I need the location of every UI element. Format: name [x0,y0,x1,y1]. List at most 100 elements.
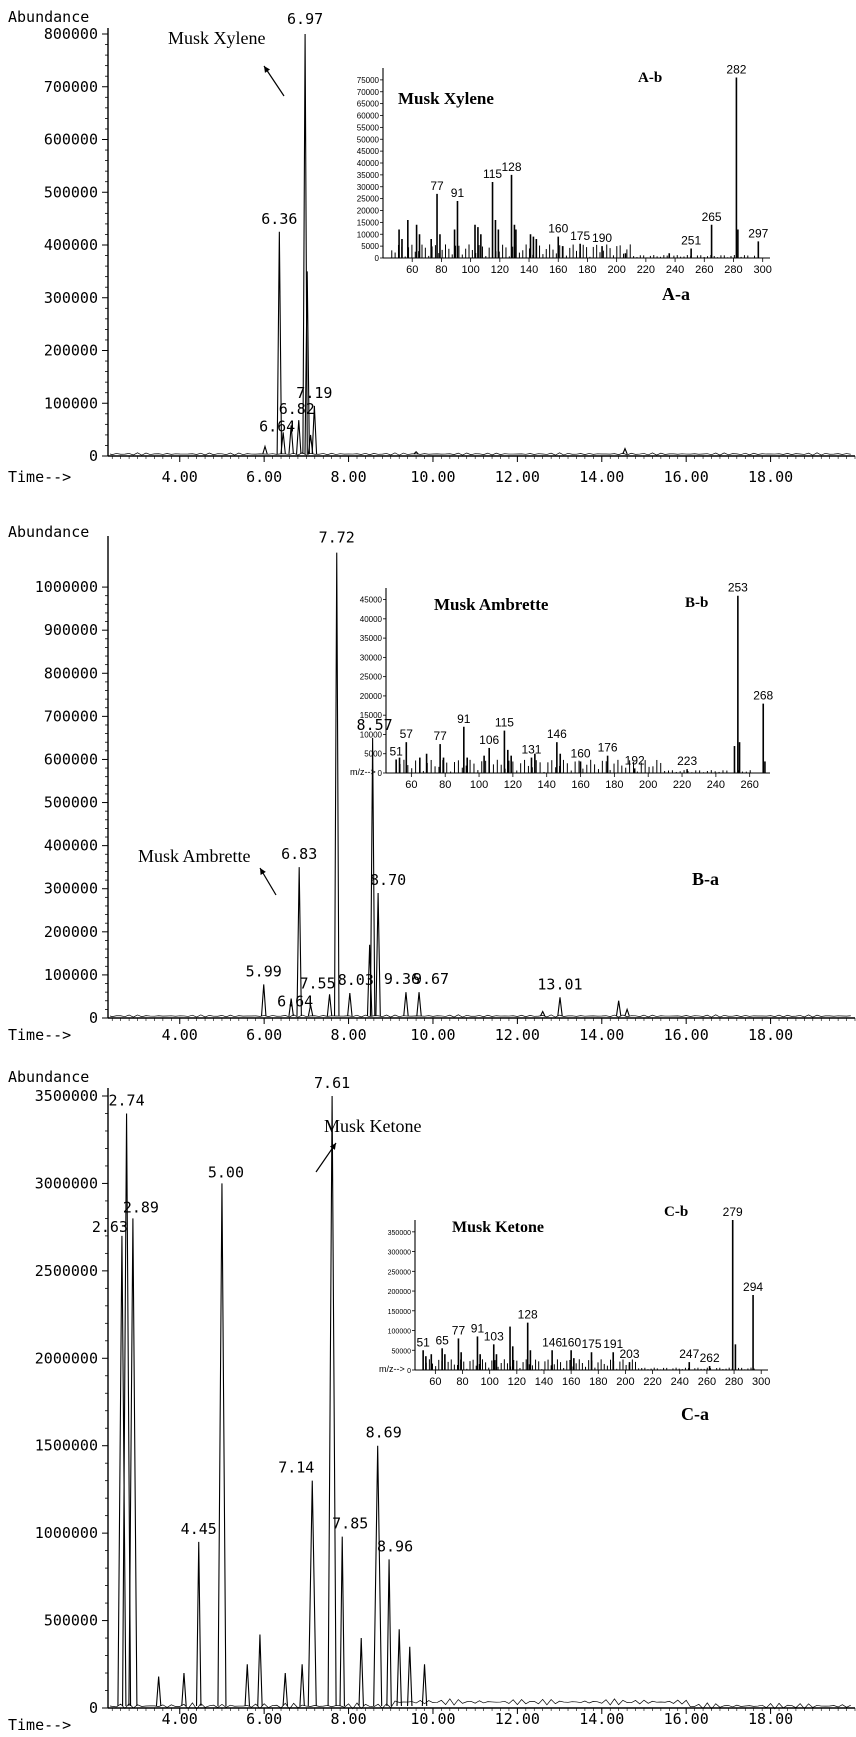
inset-y-tick-label: 60000 [357,112,380,121]
peak [288,425,294,455]
inset-y-tick-label: 35000 [360,634,383,643]
inset-y-tick-label: 45000 [360,596,383,605]
inset-x-tick-label: 140 [520,264,538,276]
inset-y-tick-label: 0 [375,254,380,263]
peak-label: 13.01 [537,975,582,993]
spectrum-bar-label: 268 [753,689,773,703]
panel-c-a: AbundanceTime-->050000010000001500000200… [8,1068,856,1734]
spectrum-bar-label: 128 [518,1308,538,1322]
peak-label: 7.61 [314,1074,350,1092]
peak-label: 6.36 [261,210,297,228]
annotation-arrowhead [329,1143,336,1150]
x-tick-label: 10.00 [410,468,455,486]
y-tick-label: 200000 [44,923,98,941]
y-tick-label: 500000 [44,1612,98,1630]
y-tick-label: 100000 [44,394,98,412]
x-tick-label: 14.00 [579,1026,624,1044]
x-tick-label: 16.00 [664,468,709,486]
peak [373,1445,383,1707]
spectrum-bar-label: 175 [581,1337,601,1351]
y-tick-label: 300000 [44,289,98,307]
y-axis-label: Abundance [8,523,89,541]
inset-x-tick-label: 180 [589,1376,607,1388]
y-tick-label: 500000 [44,183,98,201]
peak-label: 7.14 [278,1459,314,1477]
peak [333,552,340,1017]
inset-y-tick-label: 15000 [357,218,380,227]
inset-y-tick-label: 150000 [388,1309,411,1316]
inset-x-tick-label: 200 [616,1376,634,1388]
spectrum-bar-label: 106 [479,733,499,747]
y-tick-label: 3000000 [35,1174,98,1192]
y-tick-label: 400000 [44,837,98,855]
inset-x-tick-label: 100 [480,1376,498,1388]
inset-x-tick-label: 240 [707,779,725,791]
inset-y-tick-label: 50000 [357,135,380,144]
annotation-arrowhead [264,66,271,73]
inset-x-tick-label: 120 [508,1376,526,1388]
panel-label: C-a [681,1404,709,1424]
inset-x-tick-label: 180 [605,779,623,791]
x-tick-label: 12.00 [495,1710,540,1728]
spectrum-bar-label: 51 [416,1335,430,1349]
peak-label: 7.19 [296,384,332,402]
y-tick-label: 600000 [44,131,98,149]
x-tick-label: 6.00 [246,1026,282,1044]
inset-x-tick-label: 100 [461,264,479,276]
peak [307,434,314,455]
spectrum-bar-label: 91 [451,186,465,200]
inset-x-tick-label: 80 [456,1376,468,1388]
spectrum-bar-label: 175 [570,229,590,243]
spectrum-bar-label: 282 [726,63,746,77]
peak-label: 7.72 [319,529,355,547]
peak [311,405,318,455]
inset-x-tick-label: 160 [571,779,589,791]
spectrum-bar-label: 128 [501,160,521,174]
x-tick-label: 4.00 [162,468,198,486]
spectrum-bar-label: 160 [548,222,568,236]
peak [369,737,376,1017]
inset-title: Musk Xylene [398,89,494,108]
inset-y-tick-label: 350000 [388,1230,411,1237]
peak [327,1095,337,1707]
x-tick-label: 18.00 [748,1026,793,1044]
peak [557,997,563,1017]
inset-y-tick-label: 20000 [360,692,383,701]
chromatogram-baseline [109,1014,851,1018]
y-tick-label: 600000 [44,750,98,768]
y-tick-label: 0 [89,1009,98,1027]
spectrum-bar-label: 131 [521,743,541,757]
y-tick-label: 300000 [44,880,98,898]
x-tick-label: 16.00 [664,1710,709,1728]
spectrum-bar-label: 91 [471,1321,485,1335]
spectrum-bar-label: 203 [619,1347,639,1361]
peak [262,444,268,455]
inset-x-tick-label: 120 [491,264,509,276]
peak [307,1480,317,1707]
peak [276,231,283,455]
y-tick-label: 400000 [44,236,98,254]
peak [217,1183,227,1707]
x-tick-label: 8.00 [330,1026,366,1044]
peak [615,1000,622,1017]
peak-label: 8.03 [338,971,374,989]
y-tick-label: 900000 [44,621,98,639]
spectrum-bar-label: 190 [592,231,612,245]
peak [403,992,409,1017]
inset-title: Musk Ketone [452,1219,544,1236]
spectrum-bar-label: 115 [495,716,514,730]
peak-label: 7.55 [300,974,336,992]
y-tick-label: 700000 [44,78,98,96]
inset-title: Musk Ambrette [434,595,549,614]
spectrum-bar-label: 251 [681,234,701,248]
inset-y-tick-label: 20000 [357,207,380,216]
peak [260,984,267,1017]
annotation-arrowhead [260,868,266,875]
spectrum-bar-label: 253 [728,581,748,595]
y-tick-label: 1000000 [35,1524,98,1542]
peak [307,1004,314,1017]
peak [155,1676,162,1707]
x-axis-label: Time--> [8,1026,71,1044]
x-tick-label: 12.00 [495,468,540,486]
x-tick-label: 8.00 [330,468,366,486]
